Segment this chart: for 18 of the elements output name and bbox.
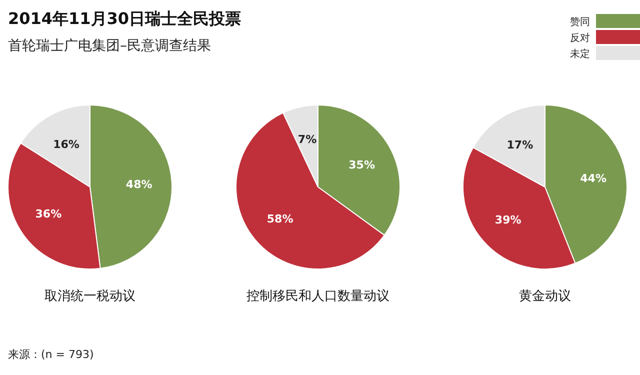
legend-label: 未定 [570, 48, 590, 60]
text: 黄金动议 [519, 289, 571, 304]
data-label: 17% [506, 138, 534, 152]
legend-label: 反对 [570, 32, 590, 44]
data-label: 36% [35, 207, 62, 220]
data-label: 35% [348, 158, 376, 172]
data-label: 58% [266, 212, 294, 226]
chart-title: 2014年11月30日瑞士全民投票 [8, 9, 242, 28]
data-label: 44% [580, 172, 606, 185]
data-label: 48% [126, 178, 152, 191]
text: 首轮瑞士广电集团–民意调查结果 [8, 38, 211, 54]
data-label: 39% [494, 214, 522, 227]
data-label: 16% [53, 138, 80, 151]
text: 控制移民和人口数量动议 [246, 289, 390, 304]
legend-label: 赞同 [570, 16, 590, 28]
data-label: 7% [298, 132, 317, 146]
source-note: 来源：(n = 793) [8, 348, 94, 361]
text: 取消统一税动议 [44, 289, 136, 304]
